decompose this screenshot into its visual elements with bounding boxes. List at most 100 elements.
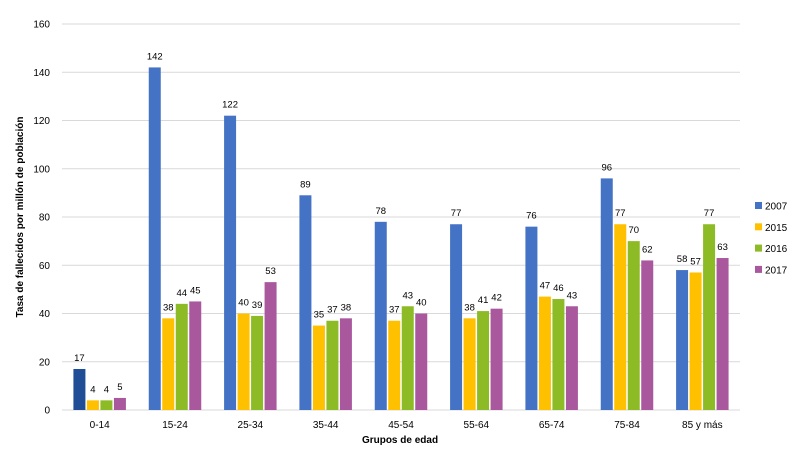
bar-2007-25-34 xyxy=(224,115,237,411)
bar-2007-15-24 xyxy=(148,67,161,411)
bar-2007-45-54 xyxy=(374,221,387,410)
data-label: 46 xyxy=(553,283,564,294)
y-tick-label: 160 xyxy=(33,20,50,31)
data-label: 44 xyxy=(176,288,187,299)
x-tick-label: 65-74 xyxy=(539,420,565,431)
bar-2017-45-54 xyxy=(415,313,428,410)
data-label: 63 xyxy=(717,242,728,253)
x-tick-label: 85 y más xyxy=(682,420,723,431)
bar-2007-75-84 xyxy=(600,178,613,410)
bar-2007-85 y más xyxy=(676,270,689,410)
y-tick-label: 100 xyxy=(33,164,50,175)
x-tick-label: 0-14 xyxy=(90,420,110,431)
data-label: 38 xyxy=(163,302,174,313)
bar-2007-0-14 xyxy=(73,368,86,410)
bar-2015-55-64 xyxy=(463,318,476,410)
data-label: 62 xyxy=(642,244,653,255)
data-label: 42 xyxy=(491,293,502,304)
x-tick-label: 55-64 xyxy=(464,420,490,431)
bar-2015-15-24 xyxy=(162,318,175,410)
bar-2017-35-44 xyxy=(339,318,352,410)
x-tick-label: 35-44 xyxy=(313,420,339,431)
bar-2017-15-24 xyxy=(189,301,202,410)
data-label: 122 xyxy=(222,100,238,111)
bar-2015-85 y más xyxy=(689,272,702,410)
bar-2016-85 y más xyxy=(703,224,716,410)
x-tick-label: 25-34 xyxy=(238,420,264,431)
data-label: 45 xyxy=(190,285,201,296)
legend-swatch-2007 xyxy=(755,202,762,209)
bar-2016-75-84 xyxy=(627,241,640,410)
data-label: 41 xyxy=(478,295,489,306)
data-label: 53 xyxy=(265,266,276,277)
data-label: 57 xyxy=(690,256,701,267)
bar-2016-25-34 xyxy=(251,315,264,410)
data-label: 77 xyxy=(704,208,715,219)
data-label: 47 xyxy=(540,281,551,292)
bar-2015-35-44 xyxy=(312,325,325,410)
y-tick-label: 0 xyxy=(44,406,50,417)
bar-2017-85 y más xyxy=(716,258,729,410)
data-label: 37 xyxy=(327,305,338,316)
data-label: 4 xyxy=(90,384,95,395)
data-label: 89 xyxy=(300,179,311,190)
data-label: 37 xyxy=(389,305,400,316)
data-label: 38 xyxy=(464,302,475,313)
bar-2007-55-64 xyxy=(450,224,463,410)
bar-2016-65-74 xyxy=(552,299,565,410)
data-label: 43 xyxy=(402,290,413,301)
bar-2007-65-74 xyxy=(525,226,538,410)
bar-2015-75-84 xyxy=(614,224,627,410)
y-tick-label: 20 xyxy=(39,357,51,368)
data-label: 17 xyxy=(74,353,85,364)
bar-2015-25-34 xyxy=(237,313,250,410)
data-label: 70 xyxy=(628,225,639,236)
legend-label: 2015 xyxy=(765,223,788,234)
data-label: 40 xyxy=(238,298,249,309)
data-label: 96 xyxy=(601,162,612,173)
bar-2007-35-44 xyxy=(299,195,312,410)
x-axis-title: Grupos de edad xyxy=(362,435,438,446)
data-label: 77 xyxy=(615,208,626,219)
legend-label: 2017 xyxy=(765,265,788,276)
bar-2017-55-64 xyxy=(490,308,503,410)
data-label: 142 xyxy=(147,51,163,62)
x-tick-label: 45-54 xyxy=(388,420,414,431)
data-label: 78 xyxy=(375,206,386,217)
y-axis-title: Tasa de fallecidos por millón de poblaci… xyxy=(15,117,26,318)
y-tick-label: 80 xyxy=(39,213,51,224)
bar-2016-55-64 xyxy=(477,311,490,410)
data-label: 39 xyxy=(252,300,263,311)
y-tick-label: 40 xyxy=(39,309,51,320)
data-label: 40 xyxy=(416,298,427,309)
legend-swatch-2015 xyxy=(755,223,762,231)
bar-2017-75-84 xyxy=(641,260,654,410)
data-label: 5 xyxy=(117,382,122,393)
bar-2015-45-54 xyxy=(388,320,401,410)
data-label: 76 xyxy=(526,211,537,222)
y-tick-label: 120 xyxy=(33,116,50,127)
data-label: 38 xyxy=(341,302,352,313)
legend-swatch-2016 xyxy=(755,244,762,252)
legend-swatch-2017 xyxy=(755,265,762,273)
bar-2016-35-44 xyxy=(326,320,339,410)
bar-2015-0-14 xyxy=(86,400,99,410)
bar-2016-45-54 xyxy=(401,306,414,410)
x-tick-label: 15-24 xyxy=(162,420,188,431)
bar-2016-0-14 xyxy=(100,400,113,410)
data-label: 35 xyxy=(314,310,325,321)
data-label: 43 xyxy=(567,290,578,301)
data-label: 58 xyxy=(677,254,688,265)
bar-2017-0-14 xyxy=(113,397,126,410)
bar-2015-65-74 xyxy=(538,296,551,410)
x-tick-label: 75-84 xyxy=(614,420,640,431)
bar-2017-25-34 xyxy=(264,282,277,410)
legend-label: 2016 xyxy=(765,244,788,255)
data-label: 77 xyxy=(451,208,462,219)
bar-2017-65-74 xyxy=(565,306,578,410)
y-tick-label: 60 xyxy=(39,261,51,272)
y-tick-label: 140 xyxy=(33,68,50,79)
data-label: 4 xyxy=(104,384,109,395)
